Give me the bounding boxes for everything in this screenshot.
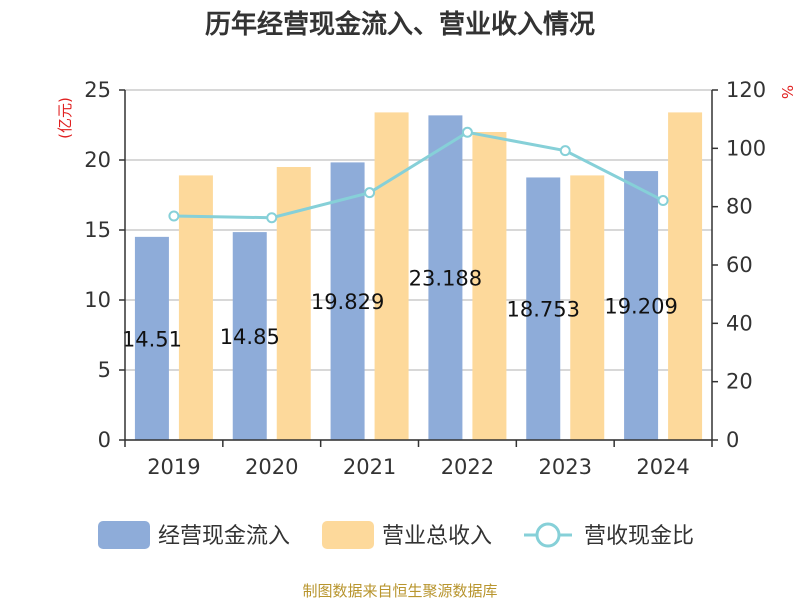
data-label: 14.85 xyxy=(220,325,280,349)
data-label: 19.209 xyxy=(604,295,677,319)
data-label: 14.51 xyxy=(122,327,182,351)
bar-revenue-2022 xyxy=(472,132,507,440)
y-left-tick-label: 20 xyxy=(84,148,111,172)
data-label: 23.188 xyxy=(409,267,482,291)
y-right-unit: % xyxy=(778,85,796,99)
legend-label: 营收现金比 xyxy=(584,524,694,549)
x-tick-label: 2024 xyxy=(636,455,689,479)
line-cash-revenue-ratio xyxy=(173,130,664,220)
bar-revenue-2019 xyxy=(178,175,213,440)
line-point-2023 xyxy=(559,145,571,157)
source-note: 制图数据来自恒生聚源数据库 xyxy=(302,582,497,600)
y-left-unit: (亿元) xyxy=(56,97,74,139)
y-left-tick-label: 25 xyxy=(84,78,111,102)
y-right-tick-label: 40 xyxy=(726,311,753,335)
legend-swatch xyxy=(322,521,374,549)
legend: 经营现金流入 营业总收入 营收现金比 xyxy=(98,521,694,549)
legend-marker xyxy=(535,522,561,548)
bar-cash-inflow-2024 xyxy=(624,171,659,440)
bar-cash-inflow-2019 xyxy=(134,236,169,440)
x-tick-label: 2020 xyxy=(245,455,298,479)
gridlines xyxy=(125,89,712,441)
x-tick-label: 2022 xyxy=(441,455,494,479)
bar-revenue-2024 xyxy=(668,112,703,441)
bar-revenue-2021 xyxy=(374,112,409,441)
y-right-tick-label: 60 xyxy=(726,253,753,277)
y-right-tick-label: 0 xyxy=(726,428,739,452)
line-point-2019 xyxy=(168,210,180,222)
legend-label: 经营现金流入 xyxy=(158,524,290,549)
data-label-layer: 14.51 14.85 19.829 23.188 18.753 19.209 xyxy=(122,267,678,352)
chart-title: 历年经营现金流入、营业收入情况 xyxy=(205,9,595,40)
y-left-tick-label: 0 xyxy=(98,428,111,452)
y-right-tick-label: 120 xyxy=(726,78,766,102)
y-right-tick-label: 80 xyxy=(726,195,753,219)
y-left-tick-label: 15 xyxy=(84,218,111,242)
bar-layer xyxy=(134,112,703,441)
line-point-2020 xyxy=(266,212,278,224)
line-point-2021 xyxy=(364,187,376,199)
line-point-2024 xyxy=(657,195,669,207)
line-layer xyxy=(168,126,669,224)
legend-label: 营业总收入 xyxy=(382,524,492,549)
bar-cash-inflow-2023 xyxy=(526,177,561,440)
y-right-tick-label: 20 xyxy=(726,370,753,394)
y-left-tick-label: 5 xyxy=(98,358,111,382)
data-label: 18.753 xyxy=(507,298,580,322)
bar-cash-inflow-2020 xyxy=(232,232,267,440)
x-tick-label: 2021 xyxy=(343,455,396,479)
bar-cash-inflow-2022 xyxy=(428,115,463,441)
x-tick-label: 2019 xyxy=(147,455,200,479)
bar-cash-inflow-2021 xyxy=(330,162,365,441)
x-tick-label: 2023 xyxy=(539,455,592,479)
legend-swatch xyxy=(98,521,150,549)
line-point-2022 xyxy=(461,126,473,138)
y-right-tick-label: 100 xyxy=(726,136,766,160)
axes: 0 5 10 15 20 25 0 20 40 60 80 100 120 2019 2020 2021 202… xyxy=(84,78,766,479)
data-label: 19.829 xyxy=(311,290,384,314)
y-left-tick-label: 10 xyxy=(84,288,111,312)
bar-revenue-2023 xyxy=(570,175,605,440)
